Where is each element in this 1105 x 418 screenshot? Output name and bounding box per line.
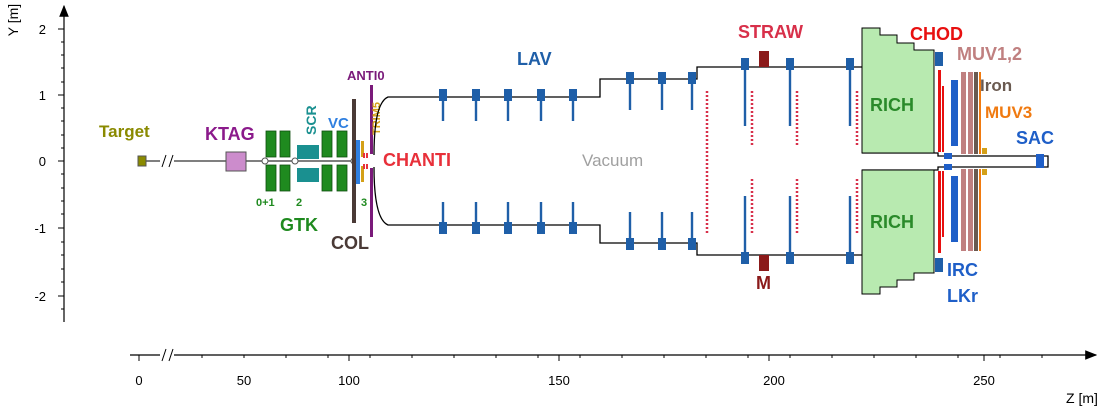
y-axis-title: Y [m] — [5, 4, 21, 36]
anti0-label: ANTI0 — [347, 68, 385, 83]
muv3-label: MUV3 — [985, 103, 1032, 122]
sac-label: SAC — [1016, 128, 1054, 148]
vacuum-label: Vacuum — [582, 151, 643, 170]
muv12-label: MUV1,2 — [957, 44, 1022, 64]
rich-label-bottom: RICH — [870, 212, 914, 232]
rich-flange — [935, 258, 943, 272]
irc-block — [944, 164, 952, 170]
gtk-label: GTK — [280, 215, 318, 235]
muv12-block — [968, 169, 973, 251]
muv12-block — [968, 72, 973, 154]
chod-block — [942, 171, 944, 237]
rich-upper — [861, 27, 935, 154]
anti0-block — [370, 168, 373, 237]
y-tick-label: -1 — [34, 221, 46, 236]
rich-flange — [935, 52, 943, 66]
vc-label: VC — [328, 115, 349, 132]
x-tick-label: 250 — [973, 373, 995, 388]
rich-label-top: RICH — [870, 95, 914, 115]
magnet-block — [759, 255, 769, 271]
vc-block — [356, 140, 360, 184]
magnet-label: M — [756, 273, 771, 293]
straw-chambers — [705, 91, 859, 235]
chanti-label: CHANTI — [383, 150, 451, 170]
col-label: COL — [331, 233, 369, 253]
irc-block — [944, 153, 952, 159]
x-axis: 0 50 100 150 200 250 Z [m] — [130, 348, 1098, 406]
y-tick-label: -2 — [34, 289, 46, 304]
iron-block — [974, 169, 978, 251]
irc-label: IRC — [947, 260, 978, 280]
gtk-station-label: 3 — [361, 197, 367, 209]
col-block — [352, 99, 356, 223]
lav-label: LAV — [517, 49, 552, 69]
muv12-block — [961, 72, 966, 154]
target-label: Target — [99, 122, 150, 141]
straw-label: STRAW — [738, 22, 803, 42]
chod-block — [938, 70, 941, 152]
anti0-block — [370, 85, 373, 154]
rich-lower — [861, 169, 935, 295]
muv3-block — [979, 169, 981, 251]
x-tick-label: 100 — [338, 373, 360, 388]
scr-block — [297, 168, 319, 182]
y-tick-label: 1 — [39, 88, 46, 103]
muv12-block — [961, 169, 966, 251]
magnet-block — [759, 51, 769, 67]
y-tick-label: 2 — [39, 22, 46, 37]
x-tick-label: 0 — [135, 373, 142, 388]
y-tick-label: 0 — [39, 154, 46, 169]
chod-block — [942, 86, 944, 152]
chod-block — [938, 171, 941, 253]
scr-label: SCR — [303, 105, 319, 135]
gtk-station-label: 0+1 — [256, 197, 275, 209]
chanti-block — [363, 153, 368, 169]
target-block — [137, 155, 147, 167]
muv3-beam-block — [982, 169, 987, 175]
trim5-block — [361, 166, 364, 182]
trim5-block — [361, 141, 364, 157]
iron-label: Iron — [980, 76, 1012, 95]
ktag-label: KTAG — [205, 124, 255, 144]
x-tick-label: 50 — [237, 373, 251, 388]
iron-block — [974, 72, 978, 154]
gtk-station-label: 2 — [296, 197, 302, 209]
x-tick-label: 200 — [763, 373, 785, 388]
x-axis-title: Z [m] — [1066, 390, 1098, 406]
muv3-block — [979, 72, 981, 154]
ktag-block — [225, 151, 247, 172]
lkr-block — [951, 80, 958, 146]
x-tick-label: 150 — [548, 373, 570, 388]
chod-label: CHOD — [910, 24, 963, 44]
lav-stations — [439, 58, 854, 264]
scr-block — [297, 145, 319, 159]
y-axis: 2 1 0 -1 -2 Y [m] — [5, 4, 69, 322]
lkr-block — [951, 176, 958, 242]
lkr-label: LKr — [947, 286, 978, 306]
muv3-beam-block — [982, 148, 987, 154]
sac-block — [1036, 154, 1044, 168]
